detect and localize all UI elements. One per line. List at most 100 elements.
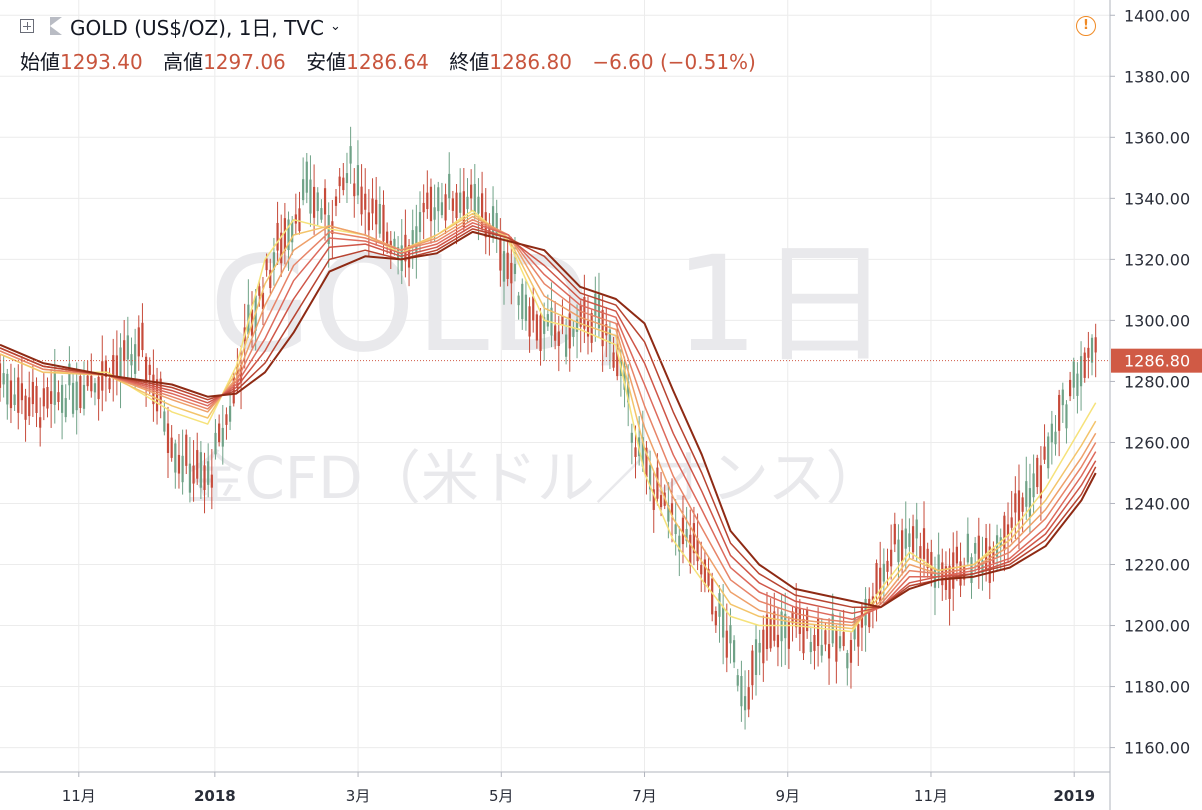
candle-body [517,295,520,306]
candle-body [1010,517,1013,528]
candle-body [269,269,272,289]
candle-body [177,454,181,474]
candle-body [353,183,356,197]
candle-body [50,391,53,404]
candle-body [948,565,951,599]
candle-body [1072,361,1075,388]
candle-body [6,373,9,405]
candle-body [722,607,725,638]
candle-body [203,465,206,491]
candle-body [342,177,345,191]
candle-body [323,188,327,215]
candle-body [827,644,831,659]
candle-body [473,183,476,215]
candle-body [382,204,385,242]
symbol-title[interactable]: GOLD (US$/OZ), 1日, TVC [70,15,325,40]
candle-body [28,397,31,417]
candle-body [232,376,235,404]
candlestick-series [0,126,1097,730]
watermark: GOLD, 1日 金CFD（米ドル／オンス） [186,228,890,512]
candle-body [371,198,374,214]
candle-body [298,208,301,232]
candle-body [1061,389,1064,406]
candle-body [758,642,761,653]
y-tick-label-6: 1280.00 [1124,372,1190,391]
candle-body [345,173,349,184]
candle-body [218,423,221,443]
candle-body [196,450,199,479]
candle-body [82,384,86,409]
x-tick-label-4: 7月 [632,787,657,805]
candle-body [1025,481,1028,507]
watermark-description: 金CFD（米ドル／オンス） [186,444,883,512]
candle-body [652,489,655,510]
candle-body [312,186,316,218]
flag-icon[interactable] [50,17,62,35]
candle-body [627,381,630,403]
y-tick-label-8: 1320.00 [1124,250,1190,269]
y-tick-label-2: 1200.00 [1124,617,1190,636]
candle-body [451,198,454,211]
last-price-badge [1111,348,1202,373]
candle-body [1032,473,1035,498]
candle-body [616,347,619,377]
candle-body [681,517,685,545]
candle-body [623,365,626,390]
candle-body [155,379,159,412]
candle-body [1003,515,1006,551]
candle-body [1043,446,1046,460]
warning-icon[interactable]: ! [1076,16,1096,36]
candle-body [134,344,137,374]
candle-body [1006,524,1010,537]
candle-body [166,423,170,453]
candle-body [765,614,769,650]
candle-body [966,533,969,563]
candle-body [1021,497,1024,512]
candle-body [334,196,338,206]
chevron-down-icon[interactable]: ⌄ [330,18,341,34]
candle-body [316,192,319,212]
y-tick-label-5: 1260.00 [1124,433,1190,452]
candle-body [426,192,429,210]
candle-body [477,196,480,214]
candle-body [309,179,312,214]
expand-icon[interactable] [20,19,34,33]
candle-body [718,593,721,617]
candle-body [1036,457,1039,488]
candle-body [46,386,49,409]
candle-body [276,222,279,251]
candle-body [849,640,853,663]
candle-body [386,231,389,245]
candle-body [546,314,549,327]
x-tick-label-6: 11月 [914,787,948,805]
candle-body [459,192,462,213]
candle-body [144,356,148,381]
candle-body [506,252,509,279]
candle-body [572,327,575,338]
y-tick-label-1: 1180.00 [1124,678,1190,697]
ma-line-ma2 [0,212,1097,630]
candle-body [181,455,184,483]
candle-body [575,319,579,332]
candle-body [502,251,506,282]
candle-body [974,543,977,554]
candle-body [565,334,568,357]
low-value: 1286.64 [346,50,429,74]
candle-body [1069,379,1072,397]
candle-body [922,528,926,559]
candle-body [174,443,177,473]
candle-body [630,432,633,443]
candle-body [42,388,45,407]
candle-body [817,618,820,647]
y-tick-label-10: 1360.00 [1124,128,1190,147]
candle-body [2,373,5,385]
candle-body [532,296,535,321]
high-value: 1297.06 [203,50,286,74]
candle-body [104,360,108,377]
candle-body [39,417,42,428]
candle-body [995,535,999,557]
close-label: 終値 [449,50,490,74]
candle-body [327,215,330,245]
candle-body [214,432,217,455]
